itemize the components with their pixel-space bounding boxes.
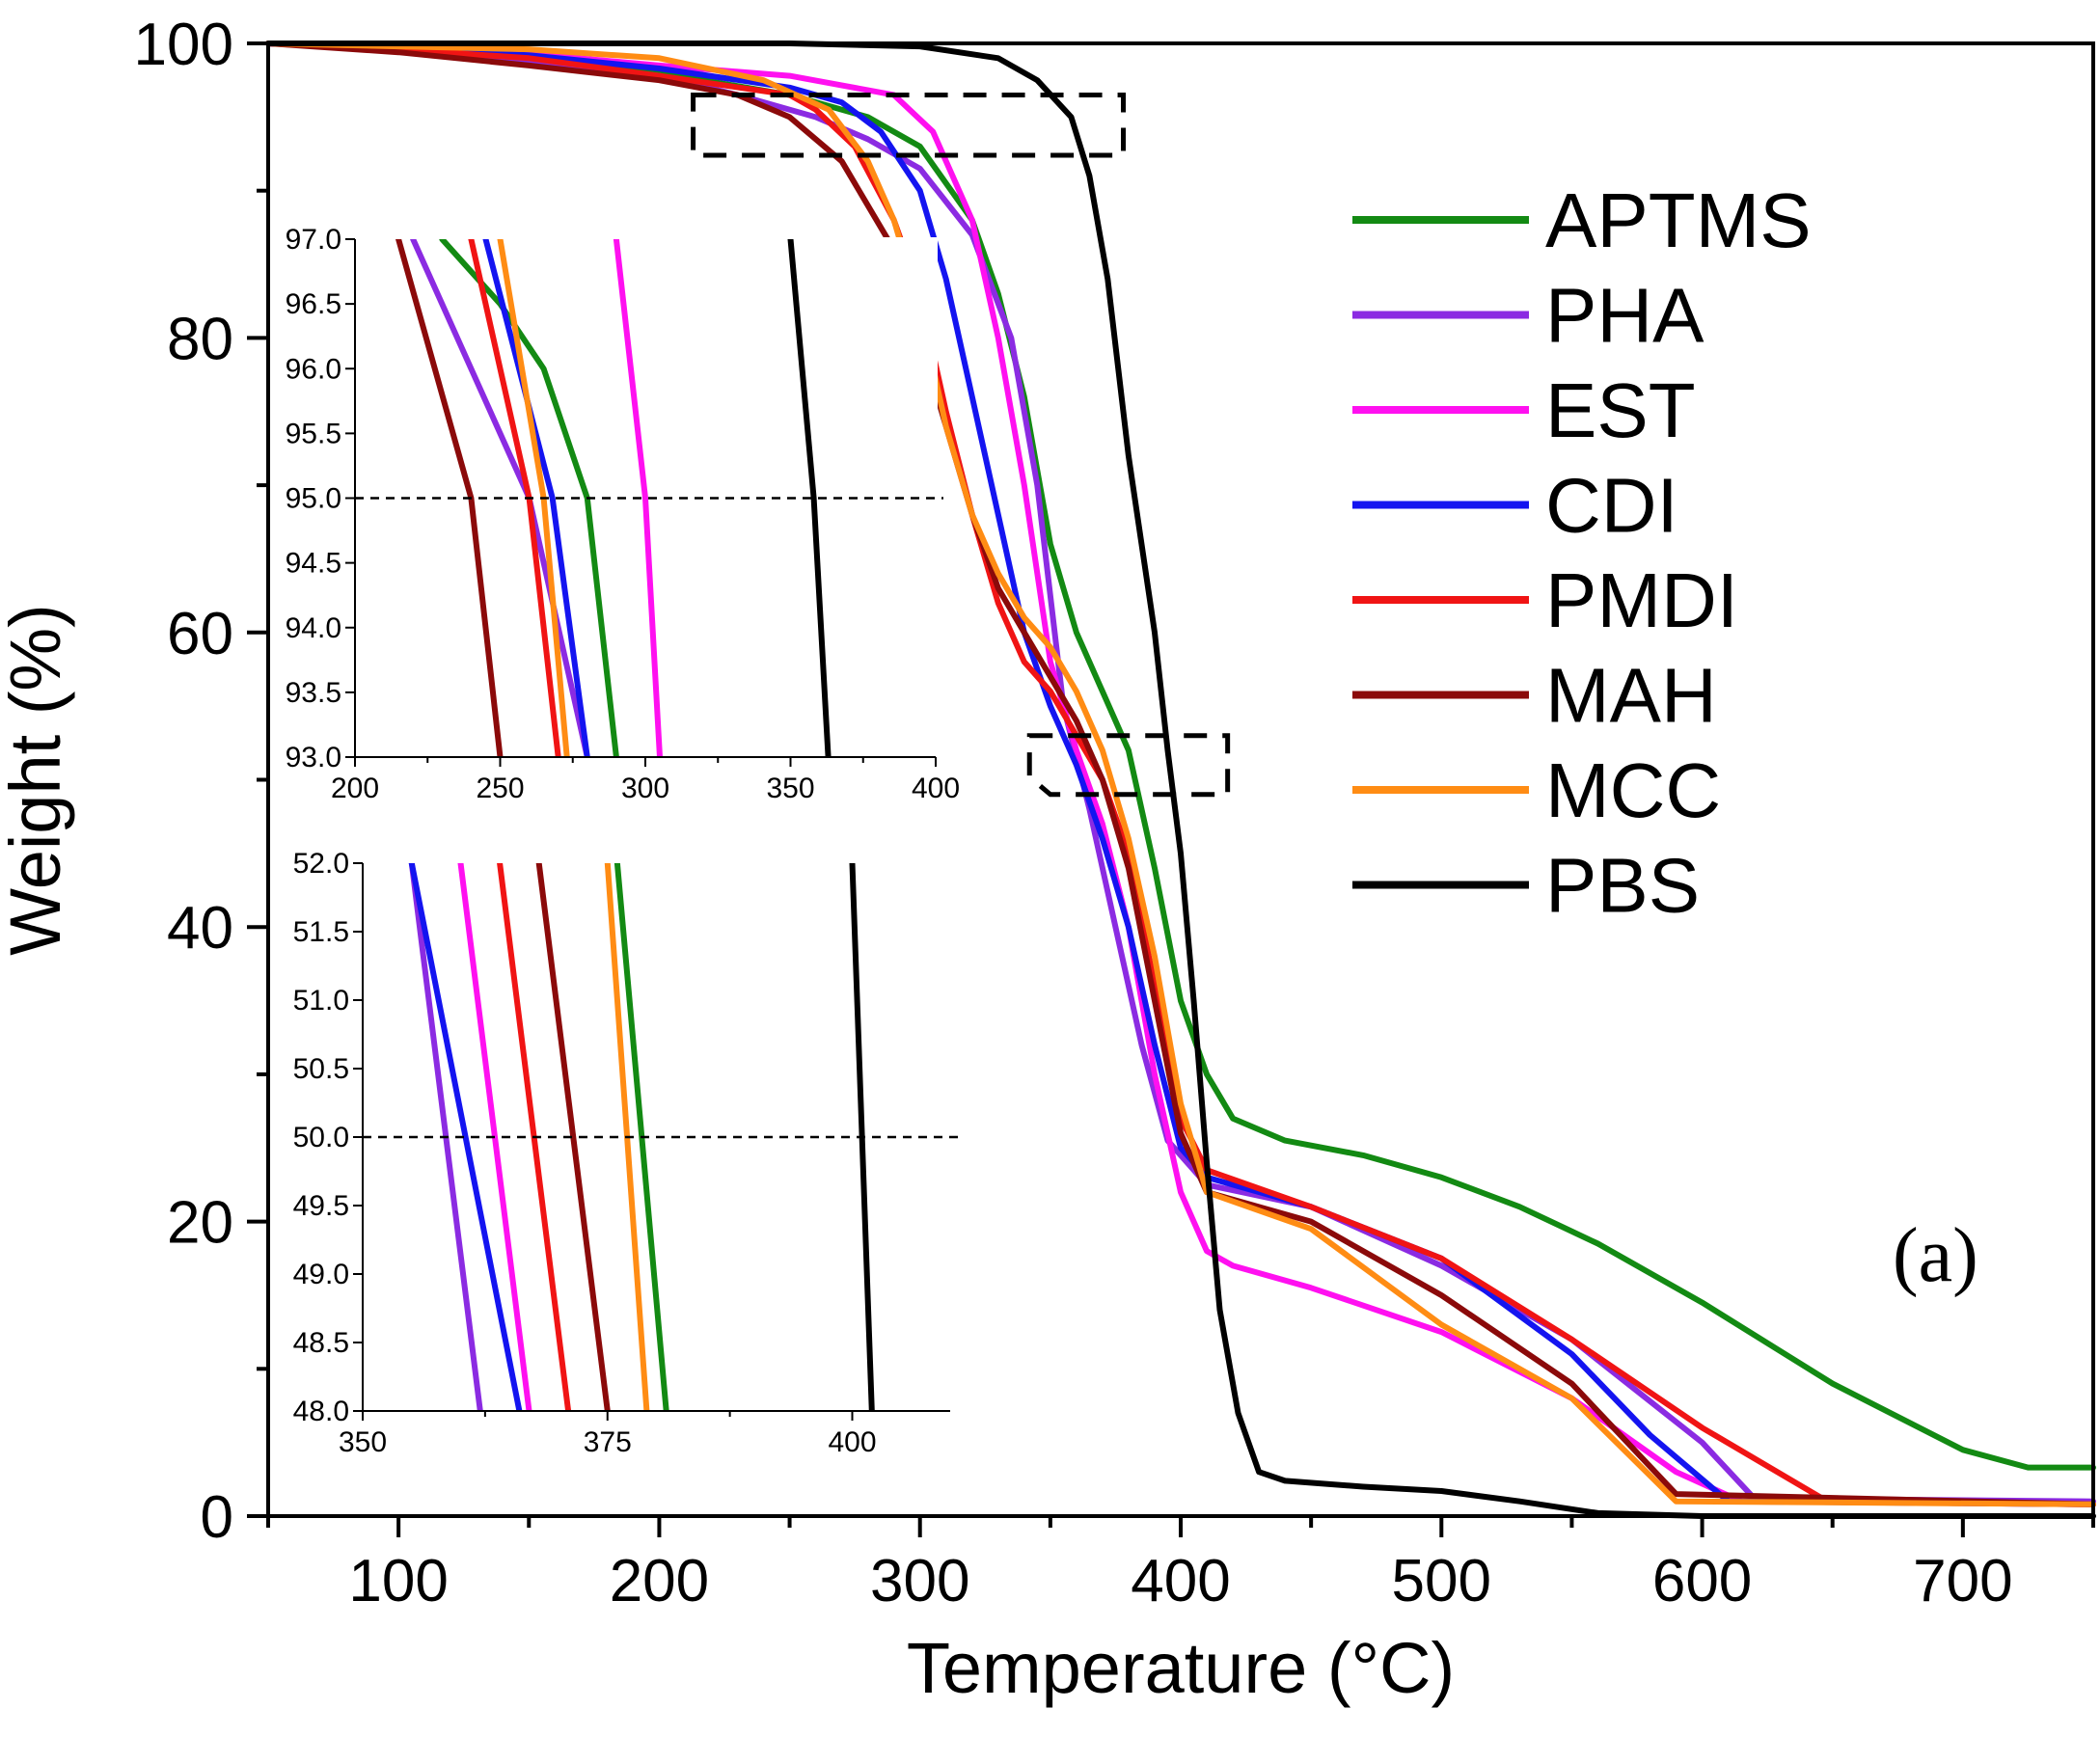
legend-label-aptms: APTMS <box>1545 177 1812 263</box>
legend-label-cdi: CDI <box>1545 463 1678 549</box>
inset-upper-y-tick-label: 97.0 <box>286 224 341 256</box>
y-tick-label: 60 <box>167 601 233 667</box>
y-tick-label: 0 <box>201 1484 233 1551</box>
x-tick-label: 100 <box>348 1548 448 1614</box>
series-line-mcc <box>265 41 2096 1507</box>
zoom-box-upper <box>691 92 1127 158</box>
y-tick-label: 100 <box>134 12 233 78</box>
inset-upper-y-tick-label: 94.0 <box>286 612 341 644</box>
inset-upper-x-tick-label: 200 <box>331 773 379 804</box>
inset-upper-x-tick-label: 250 <box>476 773 524 804</box>
inset-upper-y-tick-label: 96.5 <box>286 288 341 320</box>
inset-upper-x-tick-label: 300 <box>621 773 669 804</box>
legend-label-pbs: PBS <box>1545 843 1700 929</box>
y-tick-label: 20 <box>167 1190 233 1257</box>
y-axis-ticks: 0 20 40 60 80 100 <box>134 12 268 1551</box>
inset-upper-x-tick-label: 350 <box>766 773 814 804</box>
panel-annotation: (a) <box>1893 1213 1978 1298</box>
inset-lower-series-cdi <box>408 863 523 1411</box>
legend-label-mah: MAH <box>1545 653 1717 739</box>
inset-lower-y-tick-label: 51.0 <box>293 985 349 1017</box>
y-axis-title: Weight (%) <box>0 604 75 956</box>
inset-upper-series-pha <box>410 239 590 757</box>
inset-lower-y-tick-label: 50.0 <box>293 1122 349 1153</box>
legend-label-pmdi: PMDI <box>1545 557 1738 643</box>
series-line-aptms <box>265 41 2096 1471</box>
zoom-box-lower <box>1026 733 1231 798</box>
inset-lower-y-tick-label: 49.0 <box>293 1259 349 1290</box>
x-tick-label: 600 <box>1652 1548 1752 1614</box>
inset-upper-y-tick-label: 96.0 <box>286 353 341 385</box>
inset-lower-x-tick-label: 375 <box>584 1426 632 1458</box>
inset-lower-y-tick-label: 50.5 <box>293 1053 349 1085</box>
x-axis-title: Temperature (°C) <box>907 1628 1455 1708</box>
y-tick-label: 40 <box>167 895 233 962</box>
inset-lower-y-tick-label: 51.5 <box>293 916 349 948</box>
main-series-group <box>265 41 2096 1519</box>
x-tick-label: 700 <box>1913 1548 2012 1614</box>
inset-lower-series-mah <box>535 863 611 1411</box>
x-tick-label: 200 <box>610 1548 709 1614</box>
series-line-pbs <box>265 41 2096 1519</box>
inset-lower: 48.0 48.5 49.0 49.5 50.0 50.5 51.0 51.5 52.0 350 3… <box>293 848 958 1458</box>
inset-upper-series-cdi <box>482 239 590 757</box>
x-tick-label: 400 <box>1131 1548 1230 1614</box>
inset-upper-y-tick-label: 94.5 <box>286 548 341 580</box>
legend-label-mcc: MCC <box>1545 747 1721 833</box>
inset-upper-y-tick-label: 95.5 <box>286 418 341 449</box>
inset-upper-series-pbs <box>787 239 832 757</box>
x-tick-label: 300 <box>870 1548 969 1614</box>
inset-upper-x-tick-label: 400 <box>912 773 960 804</box>
x-tick-label: 500 <box>1392 1548 1491 1614</box>
y-tick-label: 80 <box>167 306 233 372</box>
inset-upper-y-tick-label: 95.0 <box>286 483 341 515</box>
inset-upper-y-tick-label: 93.5 <box>286 677 341 709</box>
main-plot: 100 200 300 400 500 600 700 0 20 40 60 80 100 Tempera… <box>0 12 2096 1708</box>
inset-lower-y-tick-label: 48.0 <box>293 1396 349 1427</box>
series-line-est <box>265 41 2096 1507</box>
inset-upper: 93.0 93.5 94.0 94.5 95.0 95.5 96.0 96.5 97.0 200 2… <box>286 224 960 804</box>
legend-label-est: EST <box>1545 367 1696 453</box>
x-axis-ticks: 100 200 300 400 500 600 700 <box>266 1516 2095 1614</box>
inset-lower-x-tick-label: 350 <box>339 1426 387 1458</box>
inset-lower-y-tick-label: 52.0 <box>293 848 349 880</box>
inset-upper-y-tick-label: 93.0 <box>286 742 341 773</box>
inset-lower-y-tick-label: 49.5 <box>293 1190 349 1222</box>
inset-lower-y-tick-label: 48.5 <box>293 1327 349 1359</box>
inset-upper-series-est <box>613 239 663 757</box>
legend-label-pha: PHA <box>1545 273 1705 359</box>
series-line-pmdi <box>265 41 2096 1507</box>
inset-lower-x-tick-label: 400 <box>828 1426 876 1458</box>
